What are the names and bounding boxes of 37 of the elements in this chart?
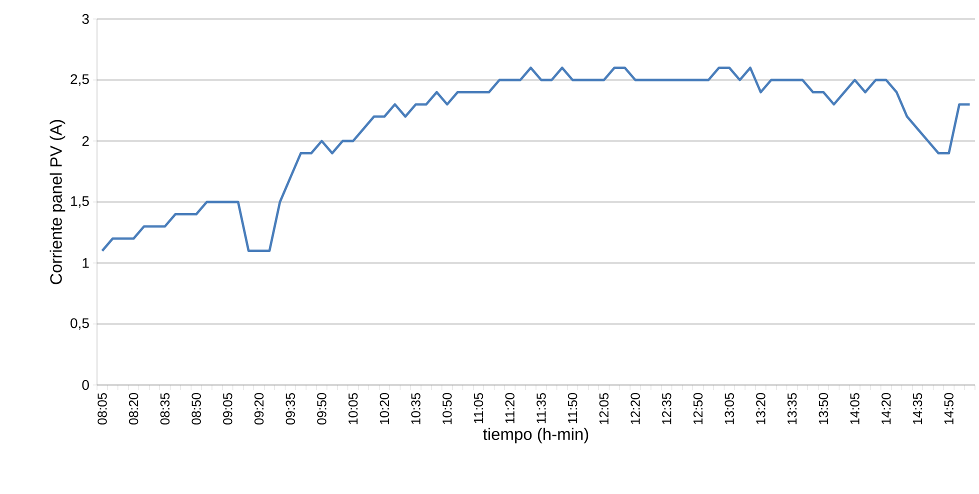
x-tick-label: 14:50 xyxy=(944,393,954,424)
x-tick-label: 14:20 xyxy=(882,393,891,424)
x-tick-label: 13:50 xyxy=(818,393,828,424)
y-tick-label: 1,5 xyxy=(71,196,89,208)
x-tick-label: 09:35 xyxy=(286,393,295,425)
x-tick-label: 14:35 xyxy=(912,393,922,424)
y-tick-label: 1 xyxy=(82,258,89,268)
x-tick-label: 13:35 xyxy=(787,393,797,424)
x-tick-label: 08:20 xyxy=(128,393,138,425)
x-tick-label: 14:05 xyxy=(850,393,860,424)
x-tick-label: 08:35 xyxy=(160,393,170,425)
x-tick-label: 11:05 xyxy=(474,393,484,424)
x-tick-label: 11:20 xyxy=(505,393,514,424)
x-tick-label: 12:50 xyxy=(693,393,703,424)
x-tick-label: 10:35 xyxy=(411,393,420,424)
x-tick-label: 13:05 xyxy=(724,393,734,424)
x-tick-label: 08:50 xyxy=(192,393,201,425)
y-axis-title: Corriente panel PV (A) xyxy=(50,120,66,284)
x-tick-label: 09:20 xyxy=(254,393,264,425)
x-tick-label: 12:20 xyxy=(630,393,640,424)
x-tick-label: 08:05 xyxy=(98,393,107,425)
x-tick-label: 10:20 xyxy=(380,393,390,424)
x-tick-label: 09:50 xyxy=(317,393,326,425)
y-tick-label: 2 xyxy=(82,136,89,146)
x-tick-label: 10:05 xyxy=(348,393,358,424)
x-tick-label: 12:05 xyxy=(599,393,609,424)
x-tick-label: 09:05 xyxy=(223,393,232,425)
x-tick-label: 12:35 xyxy=(662,393,672,424)
x-tick-label: 13:20 xyxy=(756,393,766,424)
x-axis-title: tiempo (h-min) xyxy=(483,428,588,444)
y-tick-label: 3 xyxy=(82,14,89,24)
y-tick-label: 0 xyxy=(82,380,89,390)
x-tick-label: 11:35 xyxy=(536,393,546,424)
y-tick-label: 2,5 xyxy=(70,74,89,86)
y-tick-label: 0,5 xyxy=(70,318,89,330)
x-tick-label: 10:50 xyxy=(442,393,452,424)
x-tick-label: 11:50 xyxy=(568,393,578,424)
